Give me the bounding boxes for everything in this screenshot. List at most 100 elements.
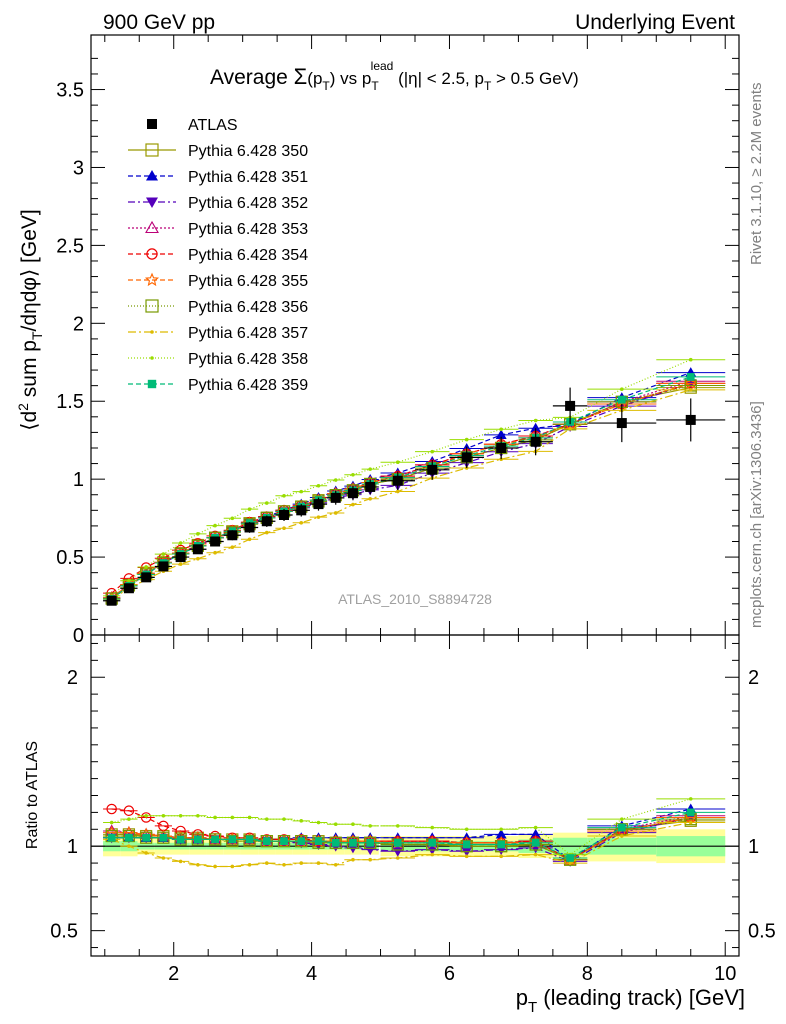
main-series-point: [688, 388, 693, 392]
legend-marker: [145, 143, 159, 157]
legend-label: Pythia 6.428 353: [188, 221, 308, 238]
ratio-y-tick-label: 0.5: [50, 921, 78, 943]
ratio-series-point: [144, 813, 148, 818]
y-tick-label: 0.5: [56, 547, 84, 569]
y-tick-label: 2.5: [56, 235, 84, 257]
ratio-series-point: [351, 857, 355, 862]
legend-marker: [145, 220, 159, 234]
main-series-point: [533, 418, 538, 423]
data-point: [496, 442, 507, 453]
ratio-series-point: [533, 825, 538, 830]
legend-label: Pythia 6.428 355: [188, 273, 308, 290]
legend-atlas-label: ATLAS: [188, 117, 238, 134]
main-series-point: [161, 552, 166, 556]
main-series-point: [282, 526, 286, 530]
data-point: [365, 481, 376, 492]
main-series-point: [316, 515, 321, 519]
ratio-series-point: [161, 813, 166, 818]
ratio-series-point: [142, 833, 150, 842]
data-point: [461, 452, 472, 463]
ratio-series-point: [684, 810, 698, 824]
legend-label: Pythia 6.428 352: [188, 195, 308, 212]
ratio-series-point: [144, 851, 148, 855]
ratio-series-point: [393, 838, 402, 847]
data-point: [330, 492, 341, 503]
ratio-y-tick-label: 1: [67, 836, 78, 858]
data-point: [685, 414, 696, 425]
ratio-series-point: [178, 813, 183, 818]
y-tick-label: 3.5: [56, 80, 84, 102]
data-point: [175, 552, 186, 563]
data-point: [244, 522, 255, 533]
ratio-series-point: [351, 822, 355, 827]
ratio-plot-frame: [90, 634, 740, 957]
x-tick-label: 4: [306, 963, 317, 985]
data-point: [392, 475, 403, 486]
main-series-point: [282, 494, 286, 498]
ratio-series-point: [620, 817, 624, 821]
ratio-series-point: [230, 864, 235, 869]
legend-label: Pythia 6.428 356: [188, 299, 308, 316]
main-series-point: [230, 516, 235, 521]
main-series-point: [617, 395, 626, 404]
y-tick-label: 1: [73, 469, 84, 491]
analysis-watermark: ATLAS_2010_S8894728: [338, 591, 492, 607]
legend-marker: [146, 248, 158, 260]
ratio-series-point: [395, 856, 400, 860]
main-series-point: [333, 511, 338, 515]
main-series-point: [299, 489, 304, 494]
data-point: [210, 536, 221, 547]
ratio-series-point: [395, 824, 400, 828]
ratio-series-point: [159, 833, 168, 842]
ratio-series-point: [314, 837, 323, 845]
ratio-y-tick-label-right: 1: [748, 836, 759, 858]
data-point: [347, 488, 358, 499]
legend-marker: [147, 379, 157, 389]
ratio-series-point: [211, 835, 219, 844]
data-point: [192, 544, 203, 555]
ratio-series-point: [264, 861, 269, 865]
ratio-series-line: [111, 808, 691, 861]
ratio-series-point: [620, 834, 624, 838]
y-tick-label: 3: [73, 157, 84, 179]
main-series-point: [230, 545, 235, 550]
header-left: 900 GeV pp: [103, 11, 215, 34]
ratio-series-point: [196, 813, 200, 818]
ratio-series-point: [333, 862, 338, 867]
ratio-series-point: [366, 838, 375, 847]
ratio-series-point: [430, 825, 435, 830]
ratio-series-point: [617, 823, 626, 832]
rivet-version-label: Rivet 3.1.10, ≥ 2.2M events: [748, 83, 765, 266]
legend-label: Pythia 6.428 357: [188, 325, 308, 342]
main-series-point: [499, 457, 503, 462]
x-tick-label: 10: [714, 963, 736, 985]
ratio-series-point: [107, 833, 116, 842]
ratio-series-point: [161, 856, 166, 860]
data-point: [141, 572, 152, 583]
ratio-y-tick-label: 2: [67, 667, 78, 689]
ratio-series-point: [349, 838, 357, 847]
main-series-point: [264, 530, 269, 535]
data-point: [427, 464, 438, 475]
main-series-point: [464, 466, 469, 470]
svg-text:pT (leading track) [GeV]: pT (leading track) [GeV]: [516, 985, 745, 1016]
ratio-series-point: [368, 857, 372, 862]
data-point: [158, 561, 169, 572]
mcplots-reference-label: mcplots.cern.ch [arXiv:1306.3436]: [748, 401, 765, 628]
ratio-series-point: [495, 828, 507, 839]
ratio-series-point: [127, 817, 131, 821]
main-series-point: [688, 357, 693, 362]
ratio-series-point: [264, 817, 269, 821]
main-series-line: [111, 384, 691, 600]
ratio-series-point: [282, 817, 286, 821]
ratio-series-point: [176, 835, 185, 844]
main-series-line: [111, 387, 691, 599]
ratio-series-point: [245, 835, 254, 844]
data-point: [123, 583, 134, 594]
main-series-point: [196, 532, 200, 536]
ratio-series-point: [213, 815, 217, 820]
main-series-point: [395, 460, 400, 465]
ratio-series-point: [331, 838, 340, 847]
x-tick-label: 6: [444, 963, 455, 985]
svg-text:⟨d2 sum pT/dηdφ⟩ [GeV]: ⟨d2 sum pT/dηdφ⟩ [GeV]: [15, 209, 45, 430]
